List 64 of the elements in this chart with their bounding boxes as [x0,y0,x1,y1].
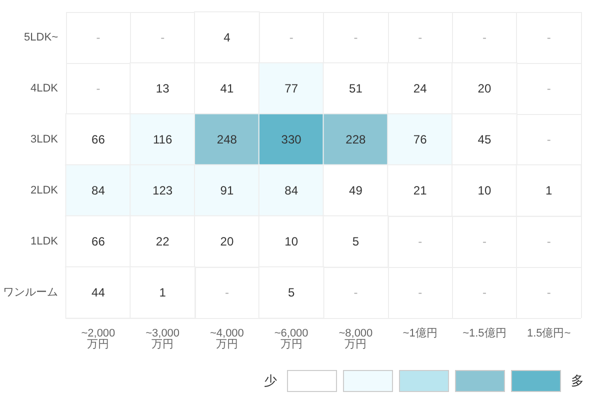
x-tick-label: ~6,000 万円 [274,328,308,350]
data-label: 10 [284,234,298,248]
data-label: 4 [224,30,231,44]
data-label: 330 [281,132,302,146]
y-tick-label: ワンルーム [3,286,58,298]
data-label: 10 [478,184,492,198]
data-label: 45 [478,132,492,146]
data-label: 84 [284,184,298,198]
text: - [482,286,486,300]
data-label: 20 [220,234,234,248]
data-label: 5 [288,286,295,300]
data-label: 41 [220,82,234,96]
text: - [482,234,486,248]
data-label: 77 [284,82,298,96]
data-label: 248 [216,132,238,146]
data-label: 1 [545,184,552,198]
text: - [546,132,551,146]
data-label: 20 [478,82,492,96]
y-tick-label: 1LDK [30,236,59,248]
text: 多 [571,373,584,390]
data-label: 228 [346,132,366,146]
y-tick-label: 3LDK [30,134,59,146]
y-tick-label: 5LDK~ [24,32,58,44]
text: - [418,286,422,300]
text: - [546,234,551,248]
text: - [354,30,358,44]
text: - [418,234,422,248]
text: - [224,286,229,300]
data-label: 13 [156,82,170,96]
y-tick-label: 4LDK [30,82,59,94]
data-label: 5 [352,234,360,248]
data-label: 66 [92,132,106,146]
x-tick-label: ~1億円 [402,326,438,340]
y-tick-label: 2LDK [30,184,59,196]
data-label: 44 [92,286,106,300]
x-tick-label: 1.5億円~ [526,326,571,340]
data-label: 49 [349,184,363,198]
text: - [482,30,486,44]
data-label: 91 [220,184,234,198]
data-label: 123 [152,184,173,198]
text: - [546,82,551,96]
text: - [546,286,551,300]
text: - [96,82,100,96]
text: - [418,30,422,44]
data-label: 1 [159,286,166,300]
x-tick-label: ~8,000 万円 [338,328,373,350]
x-tick-label: ~1.5億円 [462,326,506,340]
text: - [289,30,294,44]
data-label: 116 [152,132,172,146]
text: - [160,30,165,44]
text: - [546,30,551,44]
data-label: 22 [156,234,170,248]
x-tick-label: ~3,000 万円 [146,328,180,350]
data-label: 84 [92,184,106,198]
text: - [354,286,358,300]
data-label: 24 [413,82,428,96]
data-label: 51 [349,82,363,96]
text: - [96,30,100,44]
data-label: 66 [92,234,106,248]
x-tick-label: ~4,000 万円 [210,328,244,350]
data-label: 21 [413,184,428,198]
text: 少 [264,373,277,390]
x-tick-label: ~2,000 万円 [81,328,116,350]
data-label: 76 [413,132,428,146]
